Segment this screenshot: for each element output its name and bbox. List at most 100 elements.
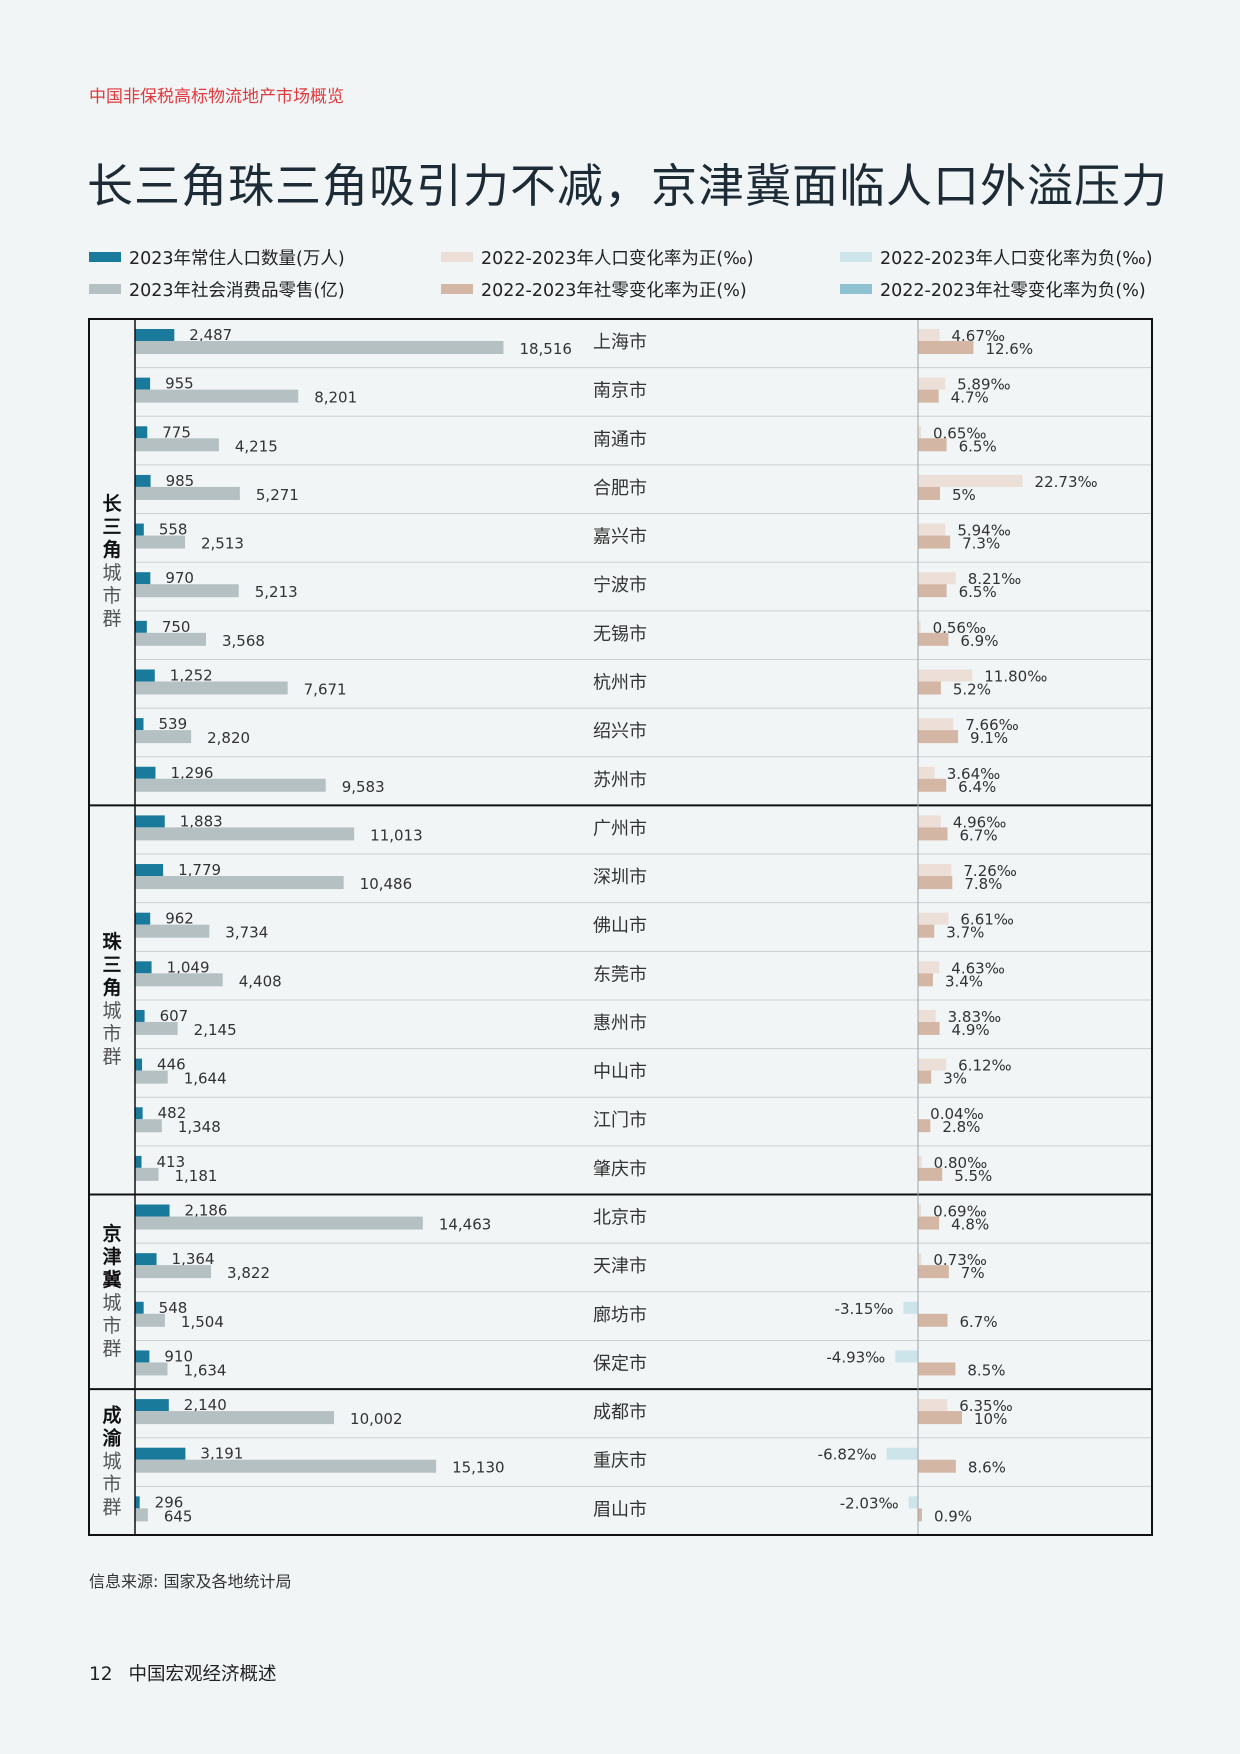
pop-rate-label: 6.35‰ — [959, 1397, 1013, 1415]
retail-rate-bar — [918, 1313, 948, 1327]
retail-rate-bar — [918, 1508, 922, 1522]
legend-label: 2022-2023年社零变化率为负(%) — [880, 281, 1146, 301]
pop-rate-label: 3.83‰ — [948, 1008, 1002, 1026]
retail-rate-label: 2.8% — [942, 1118, 980, 1136]
pop-rate-bar — [895, 1350, 918, 1363]
population-bar — [135, 766, 156, 779]
cluster-label-char: 城 — [102, 1451, 121, 1473]
city-name-label: 天津市 — [593, 1256, 647, 1277]
city-name-label: 保定市 — [593, 1353, 647, 1374]
cluster-label-char: 角 — [102, 976, 121, 999]
retail-rate-bar — [918, 438, 947, 452]
retail-rate-label: 5.2% — [953, 680, 991, 698]
pop-rate-bar — [918, 377, 946, 390]
retail-bar — [135, 778, 326, 792]
population-value-label: 910 — [164, 1347, 193, 1365]
population-value-label: 539 — [159, 715, 188, 733]
pop-rate-bar — [918, 1155, 922, 1168]
city-name-label: 上海市 — [593, 332, 647, 353]
cluster-label-char: 三 — [102, 954, 121, 976]
retail-value-label: 1,644 — [184, 1070, 227, 1088]
pop-rate-bar — [918, 620, 921, 633]
retail-bar — [135, 1021, 178, 1035]
city-name-label: 成都市 — [593, 1402, 647, 1423]
population-bar — [135, 377, 151, 390]
legend-label: 2022-2023年社零变化率为正(%) — [481, 281, 747, 301]
pop-rate-label: 5.94‰ — [957, 522, 1011, 540]
pop-rate-bar — [908, 1496, 918, 1509]
pop-rate-bar — [886, 1447, 918, 1460]
population-value-label: 2,186 — [185, 1202, 228, 1220]
retail-bar — [135, 924, 210, 938]
retail-rate-label: 3.4% — [945, 972, 983, 990]
retail-rate-label: 6.9% — [960, 632, 998, 650]
pop-rate-label: 0.04‰ — [930, 1105, 984, 1123]
retail-value-label: 9,583 — [342, 778, 385, 796]
population-bar — [135, 1301, 144, 1314]
pop-rate-bar — [918, 961, 940, 974]
retail-bar — [135, 1070, 168, 1084]
city-name-label: 肇庆市 — [593, 1159, 647, 1180]
retail-rate-label: 6.5% — [959, 437, 997, 455]
legend-swatch — [441, 252, 473, 262]
cluster-label-char: 京 — [102, 1222, 121, 1245]
population-value-label: 3,191 — [200, 1445, 243, 1463]
retail-bar — [135, 973, 223, 987]
pop-rate-label: -4.93‰ — [826, 1348, 885, 1366]
retail-rate-label: 6.7% — [959, 1313, 997, 1331]
city-name-label: 嘉兴市 — [593, 527, 647, 548]
population-bar — [135, 1107, 143, 1120]
population-bar — [135, 572, 151, 585]
chart-frame — [88, 318, 1153, 1536]
pop-rate-bar — [918, 912, 949, 925]
pop-rate-bar — [918, 669, 973, 682]
population-bar — [135, 669, 155, 682]
retail-bar — [135, 1411, 335, 1425]
retail-value-label: 4,215 — [235, 437, 278, 455]
population-value-label: 296 — [155, 1493, 184, 1511]
retail-value-label: 645 — [164, 1507, 193, 1525]
retail-rate-label: 7.8% — [964, 875, 1002, 893]
population-value-label: 955 — [165, 375, 194, 393]
retail-rate-label: 3.7% — [946, 924, 984, 942]
pop-rate-label: 6.61‰ — [960, 911, 1014, 929]
pop-rate-label: -6.82‰ — [818, 1446, 877, 1464]
retail-value-label: 7,671 — [304, 680, 347, 698]
population-bar — [135, 912, 151, 925]
retail-bar — [135, 1508, 148, 1522]
pop-rate-label: 6.12‰ — [958, 1057, 1012, 1075]
retail-rate-bar — [918, 973, 933, 987]
retail-value-label: 5,213 — [255, 583, 298, 601]
legend-item-retail-rate-positive: 2022-2023年社零变化率为正(%) — [441, 280, 747, 302]
cluster-label-char: 城 — [102, 1292, 121, 1314]
city-name-label: 惠州市 — [593, 1013, 647, 1034]
legend-item-retail-rate-negative: 2022-2023年社零变化率为负(%) — [840, 280, 1146, 302]
retail-bar — [135, 1265, 212, 1279]
pop-rate-bar — [918, 815, 941, 828]
retail-rate-bar — [918, 778, 947, 792]
population-bar — [135, 1009, 145, 1022]
population-value-label: 2,487 — [189, 326, 232, 344]
legend-item-pop-rate-positive: 2022-2023年人口变化率为正(‰) — [441, 248, 754, 270]
city-name-label: 杭州市 — [593, 672, 647, 693]
retail-rate-label: 7% — [961, 1264, 985, 1282]
population-bar — [135, 474, 151, 487]
retail-rate-bar — [918, 1021, 940, 1035]
retail-rate-bar — [918, 1362, 956, 1376]
retail-bar — [135, 389, 299, 403]
pop-rate-label: 0.56‰ — [933, 619, 987, 637]
page-title: 长三角珠三角吸引力不减，京津冀面临人口外溢压力 — [87, 159, 1168, 213]
pop-rate-bar — [918, 1399, 948, 1412]
city-name-label: 江门市 — [593, 1110, 647, 1131]
legend-swatch — [441, 284, 473, 294]
cluster-label-char: 城 — [102, 562, 121, 584]
retail-bar — [135, 1459, 437, 1473]
population-bar — [135, 1204, 170, 1217]
city-name-label: 南通市 — [593, 429, 647, 450]
report-eyebrow: 中国非保税高标物流地产市场概览 — [89, 87, 344, 107]
retail-rate-bar — [918, 1216, 940, 1230]
population-value-label: 446 — [157, 1056, 186, 1074]
city-name-label: 广州市 — [593, 818, 647, 839]
retail-rate-label: 4.9% — [952, 1021, 990, 1039]
